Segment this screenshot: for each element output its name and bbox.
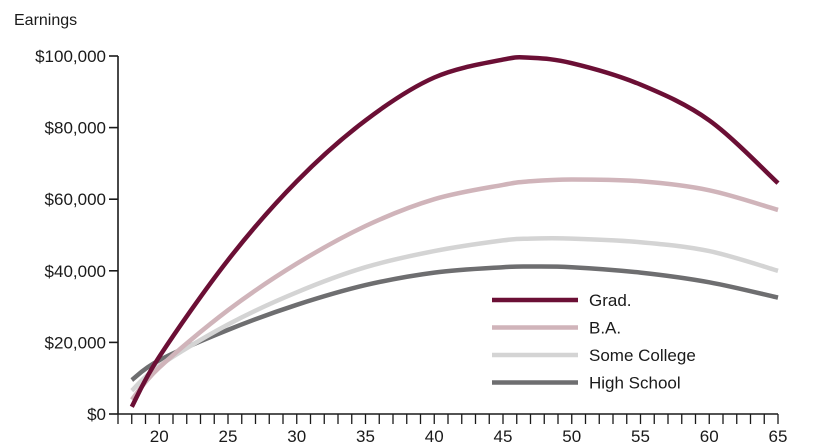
series-line-some-college	[130, 236, 779, 393]
y-tick-label: $0	[87, 405, 106, 424]
y-axis-ticks: $0 $20,000 $40,000 $60,000 $80,000 $100,000	[35, 47, 118, 424]
y-tick-label: $20,000	[45, 333, 106, 352]
x-tick-label: 50	[562, 427, 581, 446]
series-lines	[129, 54, 780, 408]
y-tick-label: $100,000	[35, 47, 106, 66]
x-tick-label: 45	[494, 427, 513, 446]
x-tick-label: 40	[425, 427, 444, 446]
y-axis-title: Earnings	[14, 12, 77, 29]
x-tick-label: 65	[769, 427, 788, 446]
series-line-grad	[129, 54, 780, 408]
x-tick-label: 35	[356, 427, 375, 446]
legend: Grad. B.A. Some College High School	[492, 291, 696, 393]
x-tick-label: 55	[631, 427, 650, 446]
legend-label-grad: Grad.	[589, 291, 632, 310]
y-tick-label: $60,000	[45, 190, 106, 209]
y-tick-label: $40,000	[45, 262, 106, 281]
x-axis-ticks: 20 25 30 35 40 45 50 55 60 65	[117, 414, 788, 446]
series-line-high-school	[130, 264, 779, 382]
series-line-b-a	[130, 177, 779, 402]
legend-label-high-school: High School	[589, 374, 681, 393]
y-tick-label: $80,000	[45, 119, 106, 138]
x-tick-label: 30	[287, 427, 306, 446]
x-tick-label: 60	[700, 427, 719, 446]
x-tick-label: 25	[219, 427, 238, 446]
x-tick-label: 20	[150, 427, 169, 446]
legend-label-some-college: Some College	[589, 346, 696, 365]
legend-label-b-a: B.A.	[589, 319, 621, 338]
